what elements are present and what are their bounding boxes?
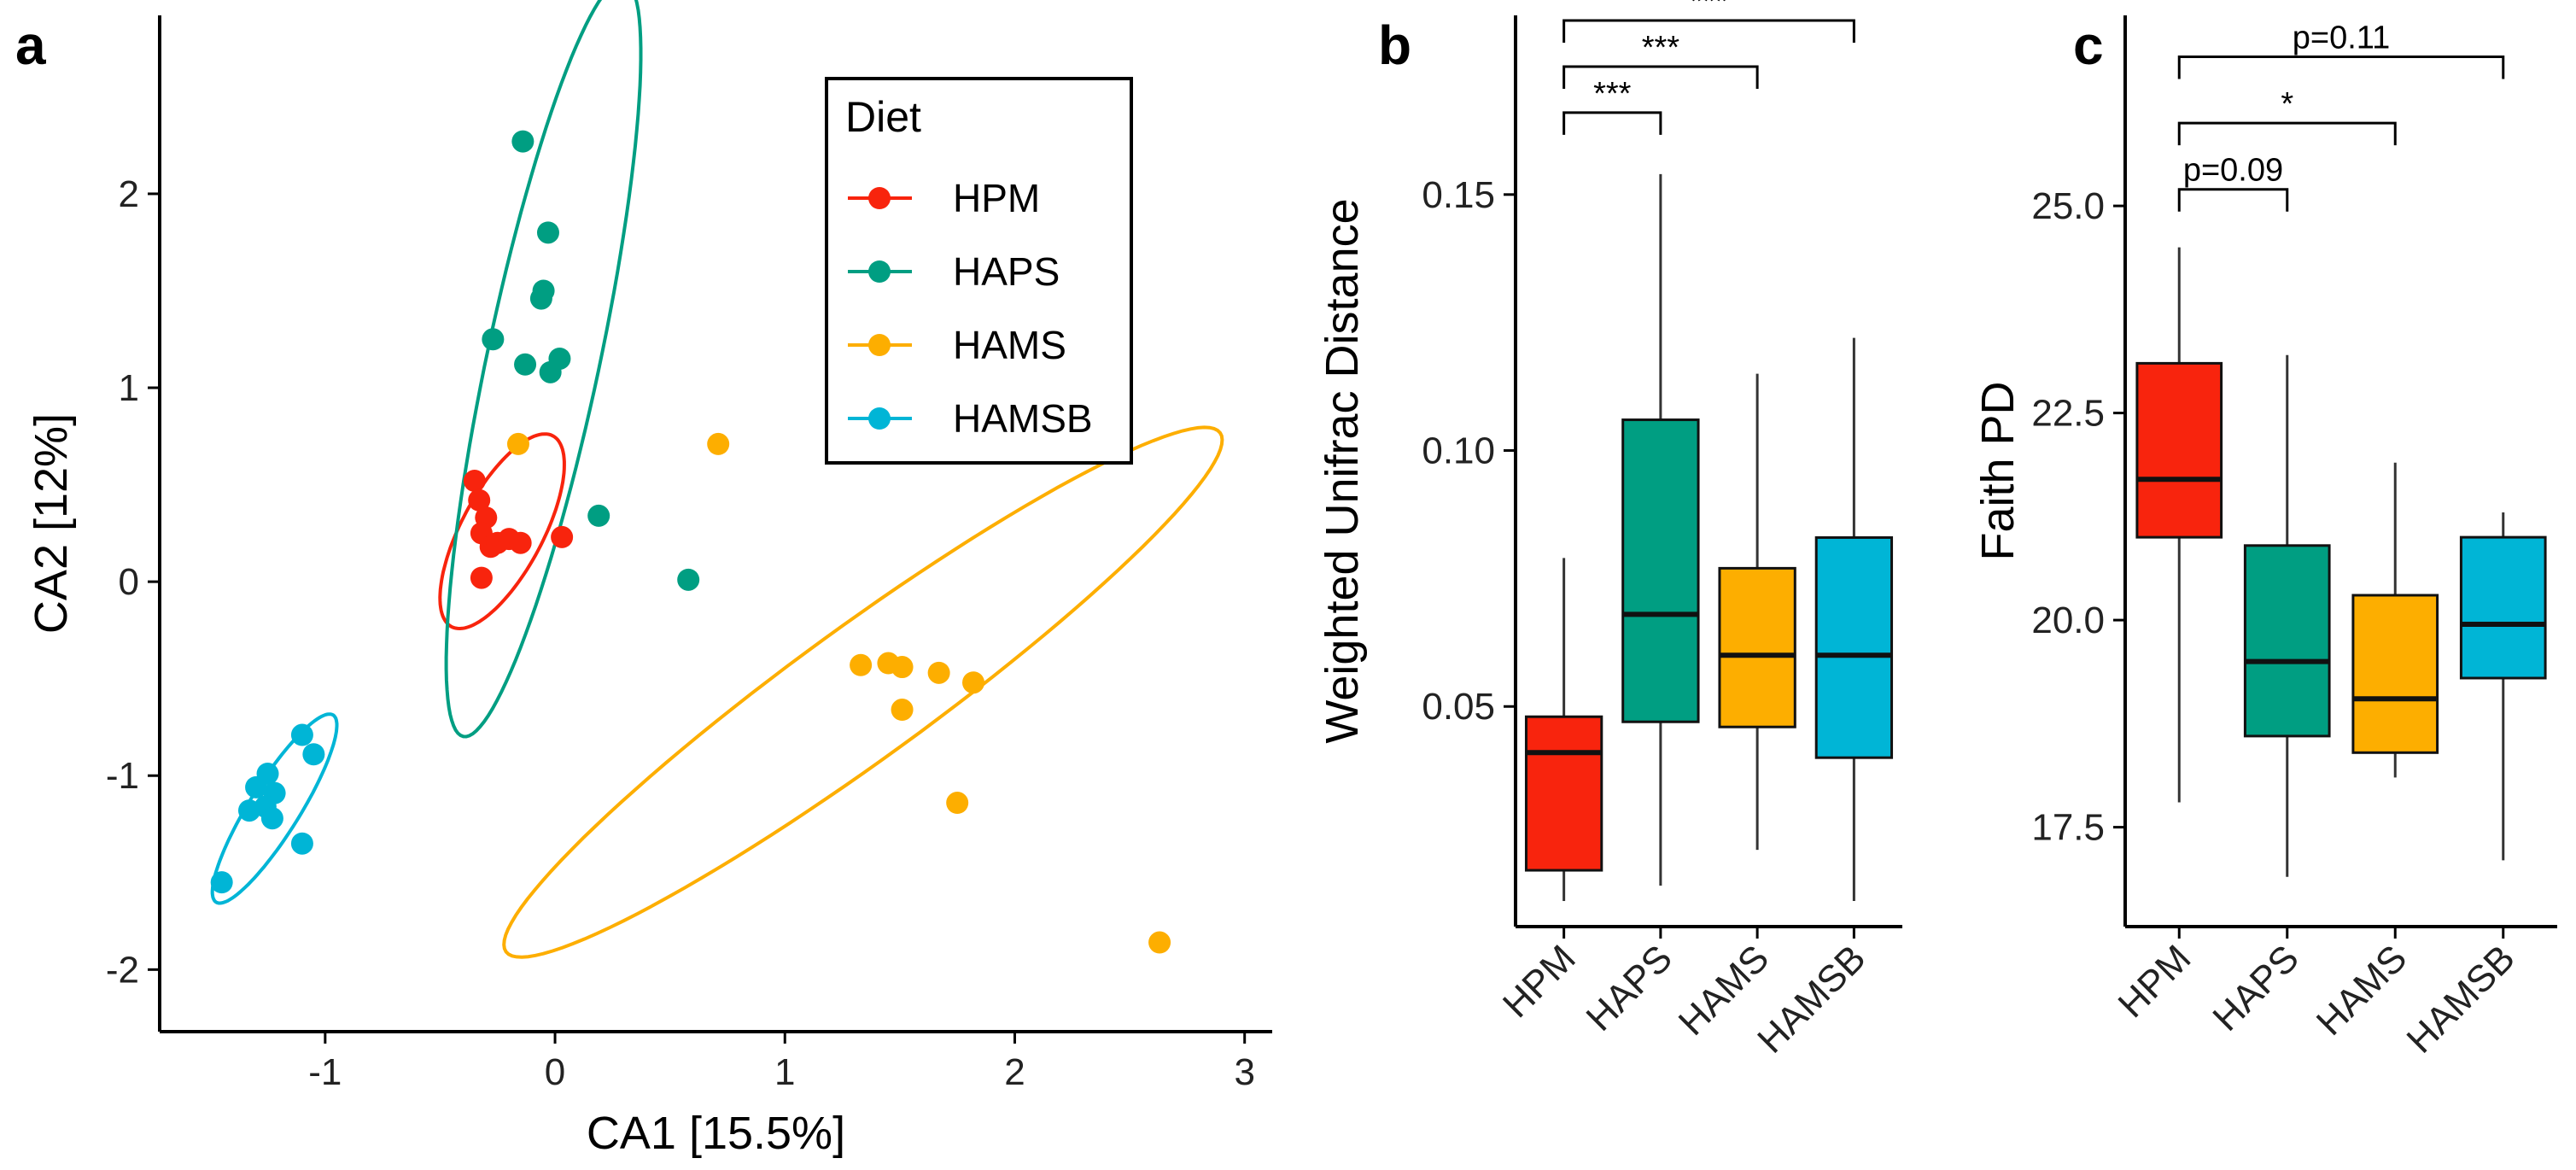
point-haps [482,328,505,351]
panel-b-boxplot: b*********0.050.100.15HPMHAPSHAMSHAMSBWe… [1317,0,1902,1062]
x-tick-label-hpm: HPM [1495,937,1584,1026]
y-axis-title: Faith PD [1972,381,2024,560]
point-hamsb [210,871,233,894]
y-tick-label: 17.5 [2031,807,2105,849]
point-hams [891,656,914,679]
legend-label-haps: HAPS [953,249,1060,294]
point-hams [850,653,873,676]
point-haps [536,221,559,244]
y-tick-label: 0.10 [1422,430,1495,472]
legend-label-hamsb: HAMSB [953,396,1093,441]
point-hams [927,661,950,684]
y-tick-label: 1 [119,367,139,409]
x-tick-label: 0 [545,1051,565,1093]
legend-dot-hams [868,334,891,356]
point-hpm [470,566,493,589]
x-tick-label-haps: HAPS [2205,937,2306,1038]
box-hams [1718,566,1796,728]
significance-label: p=0.11 [2293,20,2390,56]
y-tick-label: -1 [106,755,139,797]
point-haps [529,287,552,310]
y-axis-title: Weighted Unifrac Distance [1317,198,1368,743]
y-tick-label: 0.05 [1422,686,1495,728]
point-haps [514,353,537,376]
significance-label: *** [1593,76,1632,112]
point-hams [506,432,529,455]
box-hpm [2135,361,2223,539]
point-hpm [463,470,486,493]
box-hamsb [2459,535,2547,680]
ellipse-haps [444,0,643,739]
panel-a-scatter: a -1 0 1 2 3 -2 -1 0 1 2 CA1 [15.5%] CA2 [12%] Diet HP… [15,0,1272,1159]
y-tick-label: -2 [106,949,139,991]
y-tick-label: 0.15 [1422,174,1495,216]
x-tick-label-hams: HAMS [2309,937,2415,1044]
legend-dot-haps [868,260,891,283]
ellipse-hams [502,425,1224,959]
significance-label: *** [1642,30,1680,66]
significance-bracket [2177,188,2289,212]
y-tick-label: 2 [119,173,139,215]
x-tick-label: 2 [1004,1051,1025,1093]
ellipse-hamsb [210,712,339,905]
significance-label: p=0.09 [2183,153,2283,189]
box-hams [2351,594,2439,754]
legend-dot-hpm [868,187,891,209]
significance-label: *** [1690,0,1728,20]
legend-label-hams: HAMS [953,323,1066,367]
significance-bracket [1563,111,1662,135]
x-tick-label-hamsb: HAMSB [2399,937,2523,1061]
point-haps [587,504,610,527]
box-haps [1621,418,1700,723]
significance-bracket [1563,65,1759,89]
x-tick-label-haps: HAPS [1579,937,1680,1038]
point-hpm [509,531,532,554]
x-tick-label: -1 [308,1051,342,1093]
point-hams [946,792,969,815]
point-haps [539,360,562,383]
point-hamsb [245,775,268,799]
y-tick-label: 25.0 [2031,185,2105,227]
x-tick-label: 1 [774,1051,795,1093]
point-hamsb [260,807,283,830]
point-hpm [551,525,574,548]
point-haps [511,130,534,153]
legend-title: Diet [845,93,921,141]
point-hams [1148,931,1171,954]
point-hamsb [290,723,313,746]
legend-label-hpm: HPM [953,176,1040,220]
point-hams [962,671,985,694]
point-hamsb [302,743,325,766]
significance-bracket [1563,19,1855,43]
point-hams [707,432,730,455]
panel-letter-c: c [2073,15,2104,76]
y-tick-label: 22.5 [2031,393,2105,435]
ellipse-hpm [438,432,566,631]
box-hamsb [1814,535,1894,759]
box-hpm [1524,715,1603,872]
panel-letter-a: a [15,15,46,76]
x-tick-label: 3 [1234,1051,1254,1093]
point-hamsb [290,832,313,855]
y-tick-label: 0 [119,561,139,603]
y-tick-label: 20.0 [2031,600,2105,641]
panel-letter-b: b [1378,15,1411,76]
point-haps [677,568,700,591]
legend-dot-hamsb [868,407,891,430]
significance-label: * [2281,86,2293,122]
x-tick-label-hamsb: HAMSB [1749,937,1873,1061]
significance-bracket [2177,121,2397,146]
significance-bracket [2177,56,2505,79]
point-hams [891,699,914,722]
y-axis-title: CA2 [12%] [26,413,77,634]
x-axis-title: CA1 [15.5%] [587,1108,845,1159]
box-haps [2243,544,2331,738]
x-tick-label-hpm: HPM [2111,937,2199,1026]
point-hpm [468,488,491,512]
